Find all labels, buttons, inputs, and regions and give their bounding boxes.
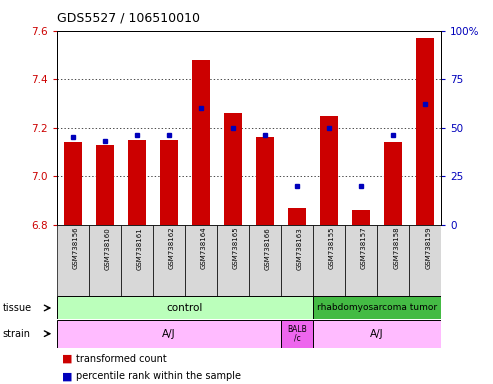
Bar bbox=[385, 142, 402, 225]
FancyBboxPatch shape bbox=[409, 225, 441, 296]
Text: ■: ■ bbox=[62, 371, 72, 381]
Text: GSM738158: GSM738158 bbox=[393, 227, 399, 270]
Text: GSM738164: GSM738164 bbox=[201, 227, 207, 270]
Text: GSM738157: GSM738157 bbox=[361, 227, 367, 270]
Text: GSM738166: GSM738166 bbox=[265, 227, 271, 270]
Text: GDS5527 / 106510010: GDS5527 / 106510010 bbox=[57, 12, 200, 25]
Bar bbox=[57, 296, 313, 319]
Text: GSM738161: GSM738161 bbox=[137, 227, 143, 270]
FancyBboxPatch shape bbox=[313, 225, 345, 296]
Text: ■: ■ bbox=[62, 354, 72, 364]
Text: A/J: A/J bbox=[162, 329, 176, 339]
Bar bbox=[320, 116, 338, 225]
FancyBboxPatch shape bbox=[345, 225, 377, 296]
FancyBboxPatch shape bbox=[217, 225, 249, 296]
FancyBboxPatch shape bbox=[185, 225, 217, 296]
Text: rhabdomyosarcoma tumor: rhabdomyosarcoma tumor bbox=[317, 303, 437, 313]
Text: GSM738155: GSM738155 bbox=[329, 227, 335, 269]
Bar bbox=[224, 113, 242, 225]
Bar bbox=[417, 38, 434, 225]
Text: transformed count: transformed count bbox=[76, 354, 167, 364]
Text: strain: strain bbox=[2, 329, 31, 339]
Bar bbox=[57, 320, 281, 348]
FancyBboxPatch shape bbox=[281, 225, 313, 296]
Bar bbox=[256, 137, 274, 225]
Text: control: control bbox=[167, 303, 203, 313]
Bar bbox=[128, 140, 145, 225]
Bar bbox=[192, 60, 210, 225]
Text: GSM738165: GSM738165 bbox=[233, 227, 239, 270]
Bar bbox=[288, 208, 306, 225]
Text: GSM738159: GSM738159 bbox=[425, 227, 431, 270]
Bar bbox=[352, 210, 370, 225]
Text: percentile rank within the sample: percentile rank within the sample bbox=[76, 371, 242, 381]
Text: GSM738156: GSM738156 bbox=[73, 227, 79, 270]
Text: GSM738162: GSM738162 bbox=[169, 227, 175, 270]
Text: tissue: tissue bbox=[2, 303, 32, 313]
Bar bbox=[281, 320, 313, 348]
Bar bbox=[64, 142, 81, 225]
Bar bbox=[313, 296, 441, 319]
FancyBboxPatch shape bbox=[89, 225, 121, 296]
Bar bbox=[160, 140, 177, 225]
FancyBboxPatch shape bbox=[57, 225, 89, 296]
Text: GSM738163: GSM738163 bbox=[297, 227, 303, 270]
Text: GSM738160: GSM738160 bbox=[105, 227, 111, 270]
Bar bbox=[96, 145, 113, 225]
FancyBboxPatch shape bbox=[153, 225, 185, 296]
Text: BALB
/c: BALB /c bbox=[287, 325, 307, 343]
Bar bbox=[313, 320, 441, 348]
FancyBboxPatch shape bbox=[121, 225, 153, 296]
FancyBboxPatch shape bbox=[377, 225, 409, 296]
FancyBboxPatch shape bbox=[249, 225, 281, 296]
Text: A/J: A/J bbox=[370, 329, 384, 339]
